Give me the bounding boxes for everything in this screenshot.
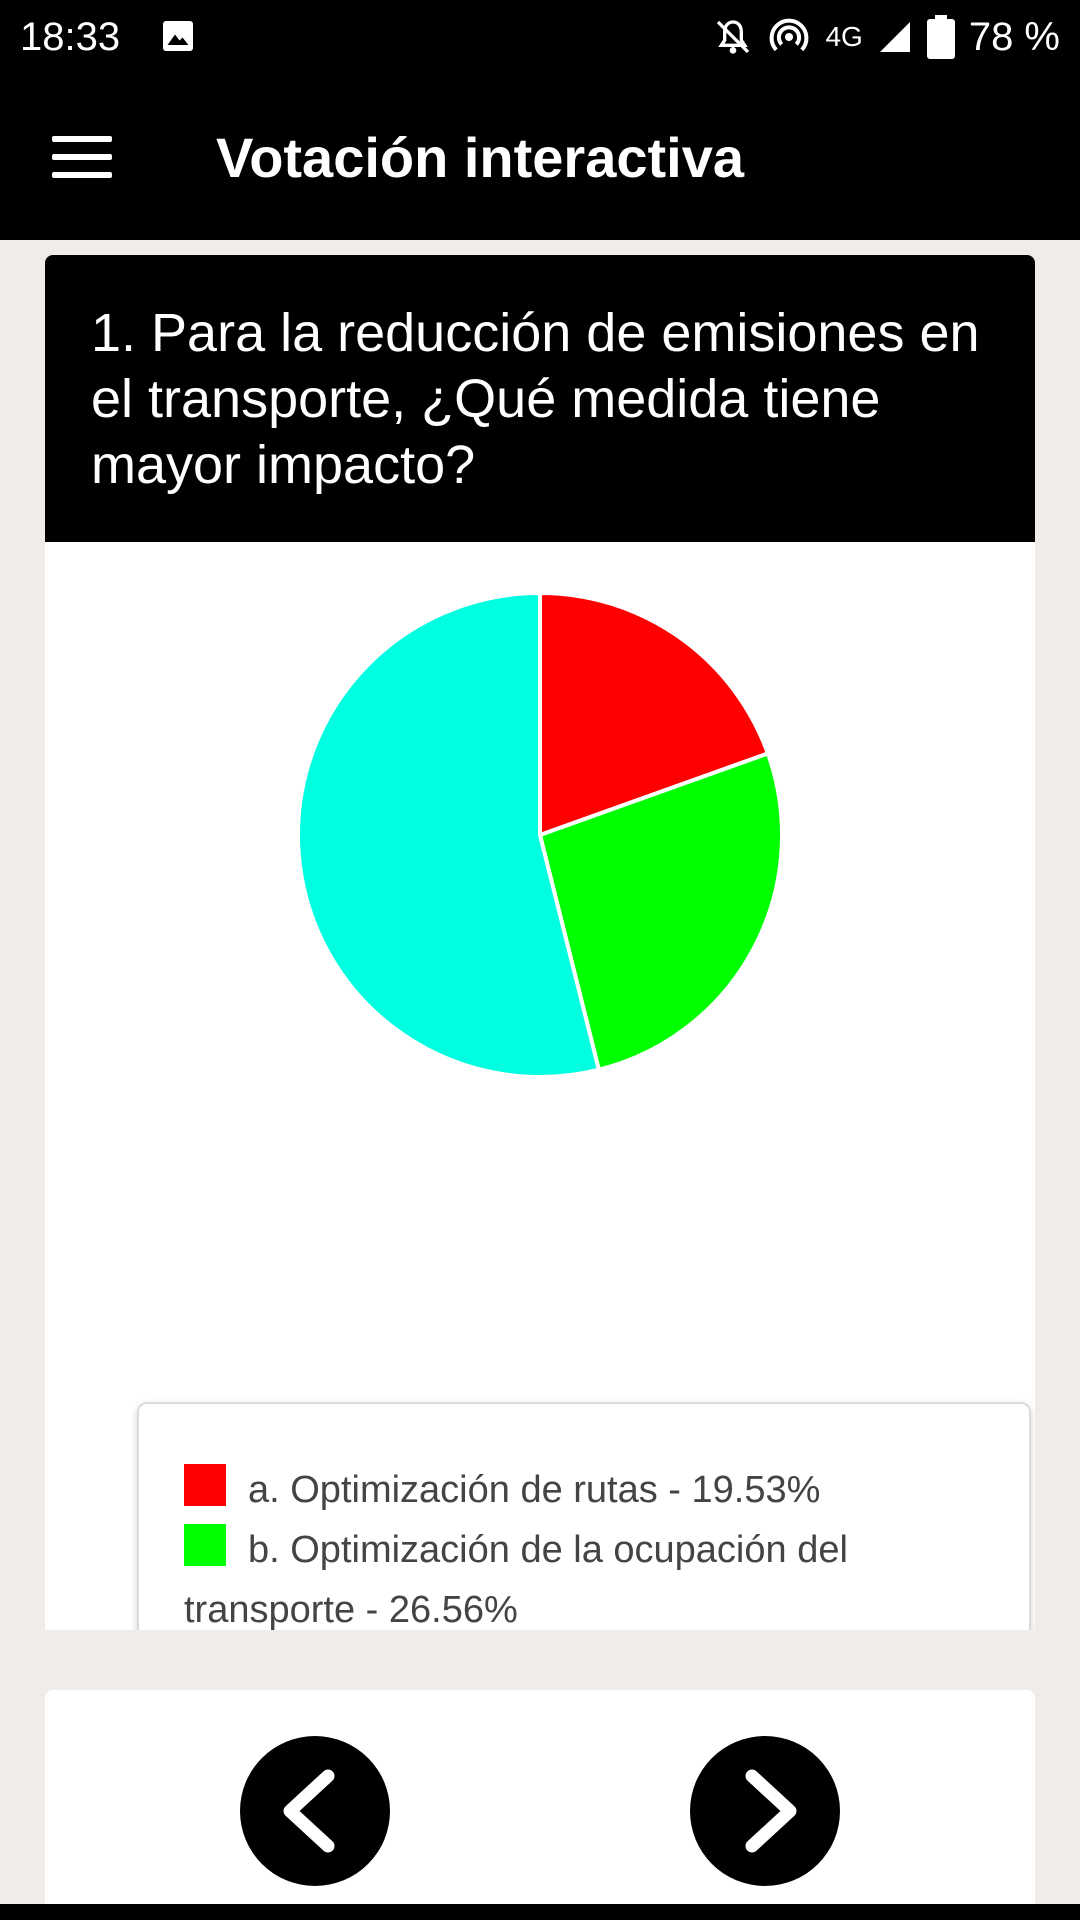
notifications-off-icon <box>717 20 750 54</box>
question-text: 1. Para la reducción de emisiones en el … <box>91 303 980 495</box>
next-button[interactable] <box>690 1736 840 1886</box>
legend-swatch <box>184 1524 226 1566</box>
pie-slice-b <box>537 750 784 1073</box>
network-type: 4G <box>825 21 863 52</box>
hotspot-icon <box>770 18 809 52</box>
legend-item: a. Optimización de rutas - 19.53% <box>184 1460 1004 1520</box>
pie-slice-a <box>538 590 771 838</box>
battery-icon <box>926 15 955 59</box>
status-time: 18:33 <box>20 15 121 59</box>
legend-swatch <box>184 1464 226 1506</box>
chevron-left-icon <box>283 1769 335 1853</box>
legend-label: a. Optimización de rutas - 19.53% <box>248 1469 821 1511</box>
app-title: Votación interactiva <box>216 126 745 189</box>
image-icon <box>163 21 193 51</box>
previous-button[interactable] <box>240 1736 390 1886</box>
pie-chart <box>296 590 784 1079</box>
pie-slice-c <box>296 590 602 1079</box>
legend-list: a. Optimización de rutas - 19.53% b. Opti… <box>184 1460 1004 1630</box>
battery-percentage: 78 % <box>968 14 1060 59</box>
legend-item: b. Optimización de la ocupación del tran… <box>184 1520 1004 1630</box>
legend-label: b. Optimización de la ocupación del tran… <box>184 1529 848 1630</box>
status-bar: 18:33 4G 78 % <box>0 0 1080 78</box>
chart-legend: a. Optimización de rutas - 19.53% b. Opti… <box>137 1402 1031 1630</box>
question-header: 1. Para la reducción de emisiones en el … <box>45 255 1035 542</box>
app-bar: Votación interactiva <box>0 78 1080 240</box>
navigation-card <box>45 1690 1035 1920</box>
hamburger-menu-icon[interactable] <box>52 136 112 182</box>
chevron-right-icon <box>745 1769 797 1853</box>
signal-icon <box>879 22 910 52</box>
question-card: 1. Para la reducción de emisiones en el … <box>45 255 1035 1630</box>
bottom-edge-bar <box>0 1904 1080 1920</box>
